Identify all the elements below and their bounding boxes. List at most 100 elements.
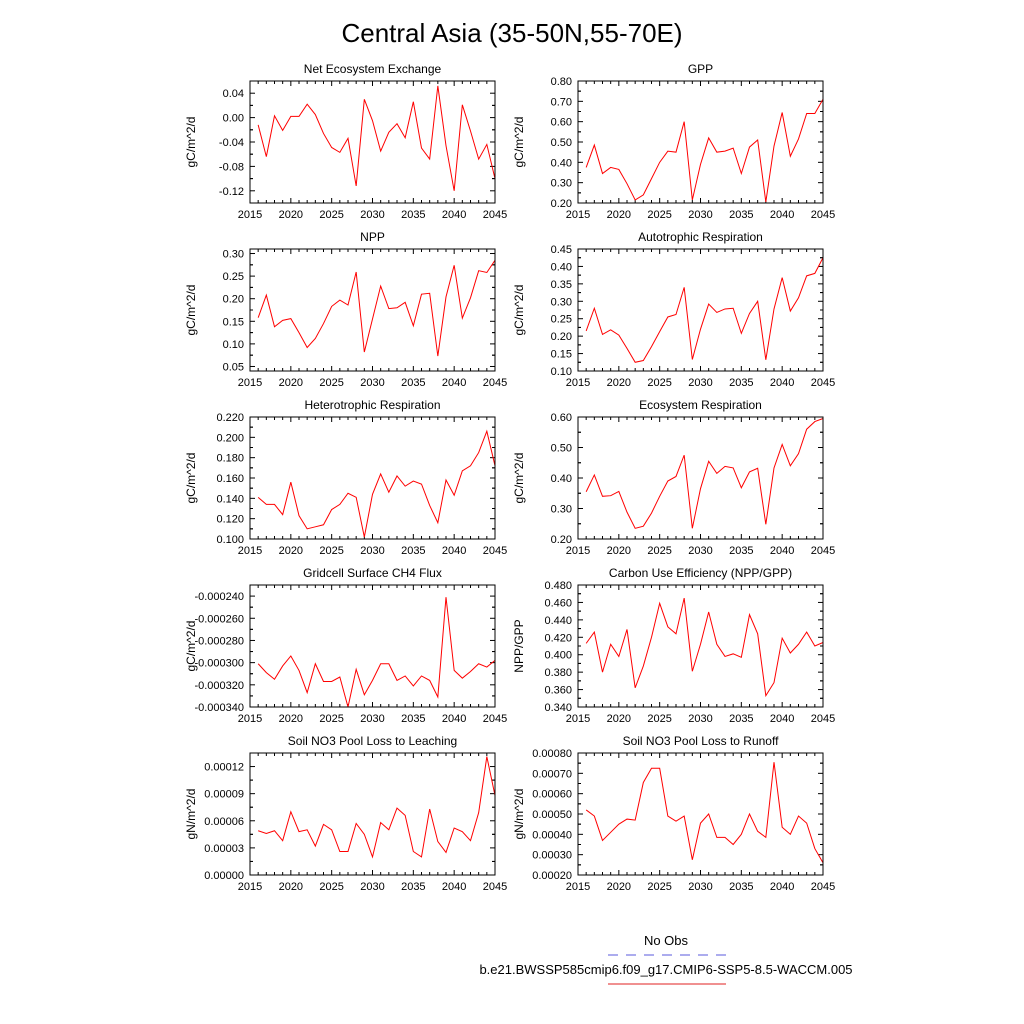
plot-frame — [577, 248, 824, 372]
y-tick-label: 0.15 — [551, 349, 572, 361]
y-tick-label: 0.50 — [551, 137, 572, 149]
y-tick-label: 0.160 — [216, 473, 244, 485]
y-tick-label: 0.00070 — [532, 768, 572, 780]
x-tick-label: 2045 — [811, 713, 835, 725]
x-tick-label: 2020 — [279, 545, 303, 557]
y-tick-label: -0.000280 — [194, 635, 244, 647]
x-tick-label: 2025 — [319, 209, 343, 221]
y-tick-label: -0.12 — [219, 186, 244, 198]
x-tick-label: 2030 — [360, 209, 384, 221]
y-axis-label: gC/m^2/d — [512, 285, 526, 336]
plot-frame — [577, 80, 824, 204]
y-axis-label: gC/m^2/d — [512, 117, 526, 168]
y-tick-label: 0.30 — [551, 296, 572, 308]
chart-panel: Autotrophic Respiration gC/m^2/d 2015 2020 2… — [512, 230, 835, 389]
legend-label-run: b.e21.BWSSP585cmip6.f09_g17.CMIP6-SSP5-8… — [479, 962, 852, 977]
series-line — [585, 418, 824, 529]
y-tick-label: 0.70 — [551, 96, 572, 108]
series-line — [258, 756, 496, 859]
y-axis-label: gC/m^2/d — [184, 453, 198, 504]
plot-frame — [249, 752, 496, 876]
chart-title: Soil NO3 Pool Loss to Leaching — [288, 734, 457, 748]
chart-panel: Ecosystem Respiration gC/m^2/d 2015 2020 202… — [512, 398, 835, 557]
plot-frame — [577, 584, 824, 708]
x-tick-label: 2015 — [566, 713, 590, 725]
x-tick-label: 2030 — [688, 377, 712, 389]
y-tick-label: 0.00020 — [532, 870, 572, 882]
x-tick-label: 2040 — [770, 881, 794, 893]
x-tick-label: 2025 — [319, 713, 343, 725]
x-tick-label: 2045 — [483, 209, 507, 221]
x-tick-label: 2030 — [688, 545, 712, 557]
y-tick-label: 0.30 — [223, 249, 244, 261]
y-tick-label: 0.25 — [551, 314, 572, 326]
x-tick-label: 2025 — [319, 881, 343, 893]
plot-frame — [249, 416, 496, 540]
chart-panel: Net Ecosystem Exchange gC/m^2/d 2015 2020 20… — [184, 62, 507, 221]
chart-panel: Carbon Use Efficiency (NPP/GPP) NPP/GPP 20… — [512, 566, 835, 725]
y-tick-label: 0.15 — [223, 316, 244, 328]
series-line — [257, 85, 496, 191]
x-tick-label: 2040 — [442, 713, 466, 725]
chart-title: Heterotrophic Respiration — [304, 398, 440, 412]
y-tick-label: 0.00080 — [532, 748, 572, 760]
chart-title: Soil NO3 Pool Loss to Runoff — [623, 734, 780, 748]
x-tick-label: 2045 — [811, 881, 835, 893]
x-tick-label: 2015 — [566, 209, 590, 221]
x-tick-label: 2040 — [442, 545, 466, 557]
x-tick-label: 2040 — [770, 377, 794, 389]
x-tick-label: 2025 — [647, 881, 671, 893]
y-tick-label: 0.480 — [544, 580, 572, 592]
y-tick-label: 0.00000 — [204, 870, 244, 882]
x-tick-label: 2040 — [770, 713, 794, 725]
y-tick-label: 0.00 — [223, 113, 244, 125]
x-tick-label: 2030 — [360, 377, 384, 389]
chart-title: Ecosystem Respiration — [639, 398, 762, 412]
plot-frame — [249, 80, 496, 204]
x-tick-label: 2020 — [607, 209, 631, 221]
series-line — [585, 762, 824, 864]
chart-panel: Gridcell Surface CH4 Flux gC/m^2/d 2015 202… — [184, 566, 507, 725]
y-tick-label: 0.35 — [551, 279, 572, 291]
y-axis-label: NPP/GPP — [512, 619, 526, 672]
x-tick-label: 2045 — [483, 713, 507, 725]
x-tick-label: 2045 — [811, 209, 835, 221]
x-tick-label: 2030 — [360, 713, 384, 725]
y-tick-label: 0.80 — [551, 76, 572, 88]
y-tick-label: 0.40 — [551, 473, 572, 485]
x-tick-label: 2035 — [729, 713, 753, 725]
chart-panel: Soil NO3 Pool Loss to Leaching gN/m^2/d 20… — [184, 734, 507, 893]
y-tick-label: 0.00040 — [532, 829, 572, 841]
chart-title: Carbon Use Efficiency (NPP/GPP) — [609, 566, 792, 580]
y-axis-label: gC/m^2/d — [512, 453, 526, 504]
x-tick-label: 2025 — [647, 209, 671, 221]
figure-title: Central Asia (35-50N,55-70E) — [341, 18, 682, 48]
x-tick-label: 2030 — [360, 545, 384, 557]
series-line — [257, 429, 496, 538]
chart-panel: Soil NO3 Pool Loss to Runoff gN/m^2/d 2015… — [512, 734, 835, 893]
y-tick-label: -0.000300 — [194, 658, 244, 670]
x-tick-label: 2015 — [238, 713, 262, 725]
x-tick-label: 2015 — [238, 209, 262, 221]
y-tick-label: 0.180 — [216, 453, 244, 465]
chart-panel: Heterotrophic Respiration gC/m^2/d 2015 202… — [184, 398, 507, 557]
x-tick-label: 2040 — [442, 881, 466, 893]
x-tick-label: 2025 — [647, 377, 671, 389]
y-tick-label: 0.380 — [544, 667, 572, 679]
y-tick-label: 0.30 — [551, 504, 572, 516]
series-line — [257, 260, 496, 357]
chart-title: Net Ecosystem Exchange — [304, 62, 442, 76]
plot-frame — [577, 416, 824, 540]
x-tick-label: 2020 — [607, 713, 631, 725]
y-tick-label: 0.10 — [551, 366, 572, 378]
x-tick-label: 2020 — [607, 545, 631, 557]
y-tick-label: 0.220 — [216, 412, 244, 424]
legend-label-no-obs: No Obs — [644, 933, 689, 948]
y-tick-label: -0.000320 — [194, 680, 244, 692]
chart-panel: GPP gC/m^2/d 2015 2020 2025 2030 2035 2040 2045 0… — [512, 62, 835, 221]
x-tick-label: 2020 — [279, 713, 303, 725]
x-tick-label: 2020 — [607, 377, 631, 389]
y-tick-label: -0.000260 — [194, 613, 244, 625]
